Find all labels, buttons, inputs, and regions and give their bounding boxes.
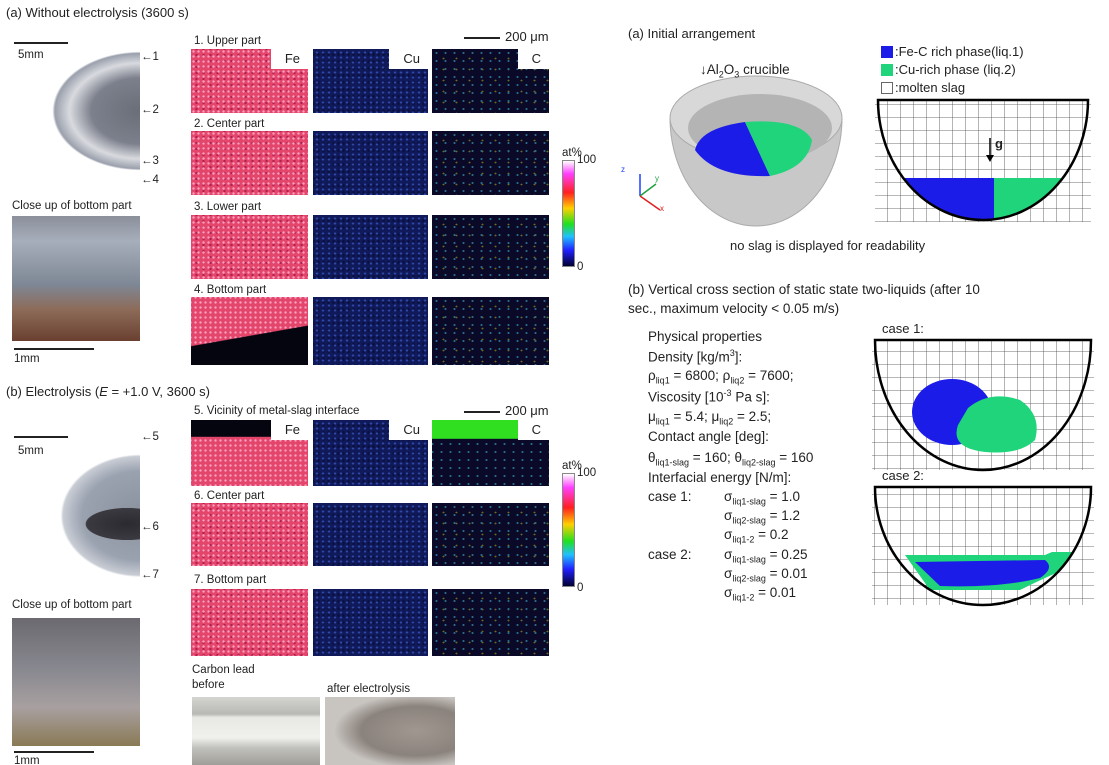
text-run: = 0.01: [754, 585, 796, 600]
text-run: θ: [648, 450, 656, 465]
property-line: Contact angle [deg]:: [648, 430, 769, 444]
panel-title: (b) Vertical cross section of static sta…: [628, 283, 980, 297]
text-run: crucible: [739, 62, 789, 77]
property-line: Viscosity [10-3 Pa s]:: [648, 389, 770, 404]
property-line: θliq1-slag = 160; θliq2-slag = 160: [648, 451, 813, 468]
text-run: = 160; θ: [689, 450, 742, 465]
subscript: liq1-slag: [732, 497, 766, 507]
text-run: ↓Al: [700, 62, 719, 77]
crucible-3d: [670, 76, 842, 226]
text-run: Contact angle [deg]:: [648, 429, 769, 444]
text-run: Pa s]:: [732, 390, 770, 405]
crucible-label: ↓Al2O3 crucible: [700, 63, 790, 80]
case1-diagram: [872, 340, 1094, 470]
caption: no slag is displayed for readability: [730, 239, 925, 252]
subscript: liq2: [730, 376, 744, 386]
legend-label: :Fe-C rich phase(liq.1): [895, 45, 1024, 58]
energy-line: σliq2-slag = 0.01: [724, 567, 808, 584]
text-run: ]:: [735, 350, 743, 365]
energy-line: σliq1-2 = 0.01: [724, 586, 796, 603]
legend-label: :molten slag: [895, 81, 965, 94]
axis-label: x: [660, 205, 664, 213]
axis-label: y: [655, 175, 659, 183]
text-run: O: [724, 62, 735, 77]
text-run: = 0.25: [766, 547, 808, 562]
panel-title: (a) Initial arrangement: [628, 27, 755, 40]
legend-swatch: [881, 82, 893, 94]
energy-line: σliq1-slag = 1.0: [724, 490, 800, 507]
diagrams: [0, 0, 1109, 765]
legend-swatch: [881, 46, 893, 58]
subscript: liq2-slag: [732, 574, 766, 584]
property-line: ρliq1 = 6800; ρliq2 = 7600;: [648, 369, 794, 386]
energy-line: σliq1-slag = 0.25: [724, 548, 808, 565]
property-line: μliq1 = 5.4; μliq2 = 2.5;: [648, 410, 771, 427]
text-run: = 7600;: [744, 368, 793, 383]
case-label: case 2:: [648, 548, 692, 562]
legend-swatch: [881, 64, 893, 76]
subscript: liq1: [656, 417, 670, 427]
case-label: case 2:: [882, 469, 924, 482]
text-run: = 1.2: [766, 508, 800, 523]
property-line: Density [kg/m3]:: [648, 349, 742, 364]
case-label: case 1:: [648, 490, 692, 504]
text-run: = 0.2: [754, 527, 788, 542]
subscript: liq2-slag: [742, 458, 776, 468]
property-line: Interfacial energy [N/m]:: [648, 471, 791, 485]
subscript: liq1-slag: [732, 555, 766, 565]
text-run: Viscosity [10: [648, 390, 724, 405]
subscript: liq2: [719, 417, 733, 427]
text-run: = 160: [776, 450, 814, 465]
text-run: ρ: [648, 368, 656, 383]
text-run: = 2.5;: [733, 409, 771, 424]
text-run: Density [kg/m: [648, 350, 730, 365]
text-run: = 0.01: [766, 566, 808, 581]
text-run: = 5.4; μ: [670, 409, 719, 424]
subscript: liq1-2: [732, 535, 754, 545]
subscript: liq1-slag: [656, 458, 690, 468]
case2-diagram: [872, 487, 1094, 605]
initial-diagram: [875, 100, 1094, 228]
legend-label: :Cu-rich phase (liq.2): [895, 63, 1016, 76]
text-run: Interfacial energy [N/m]:: [648, 470, 791, 485]
subscript: liq2-slag: [732, 516, 766, 526]
text-run: = 6800; ρ: [670, 368, 731, 383]
energy-line: σliq1-2 = 0.2: [724, 528, 789, 545]
subscript: liq1: [656, 376, 670, 386]
gravity-label: g: [995, 137, 1003, 150]
text-run: = 1.0: [766, 489, 800, 504]
panel-title: sec., maximum velocity < 0.05 m/s): [628, 302, 839, 316]
text-run: Physical properties: [648, 329, 762, 344]
subscript: liq1-2: [732, 593, 754, 603]
text-run: μ: [648, 409, 656, 424]
figure: (a) Without electrolysis (3600 s) 5mm ←1…: [0, 0, 1109, 765]
supscript: -3: [724, 388, 732, 398]
property-line: Physical properties: [648, 330, 762, 344]
case-label: case 1:: [882, 322, 924, 335]
axis-label: z: [621, 166, 625, 174]
energy-line: σliq2-slag = 1.2: [724, 509, 800, 526]
